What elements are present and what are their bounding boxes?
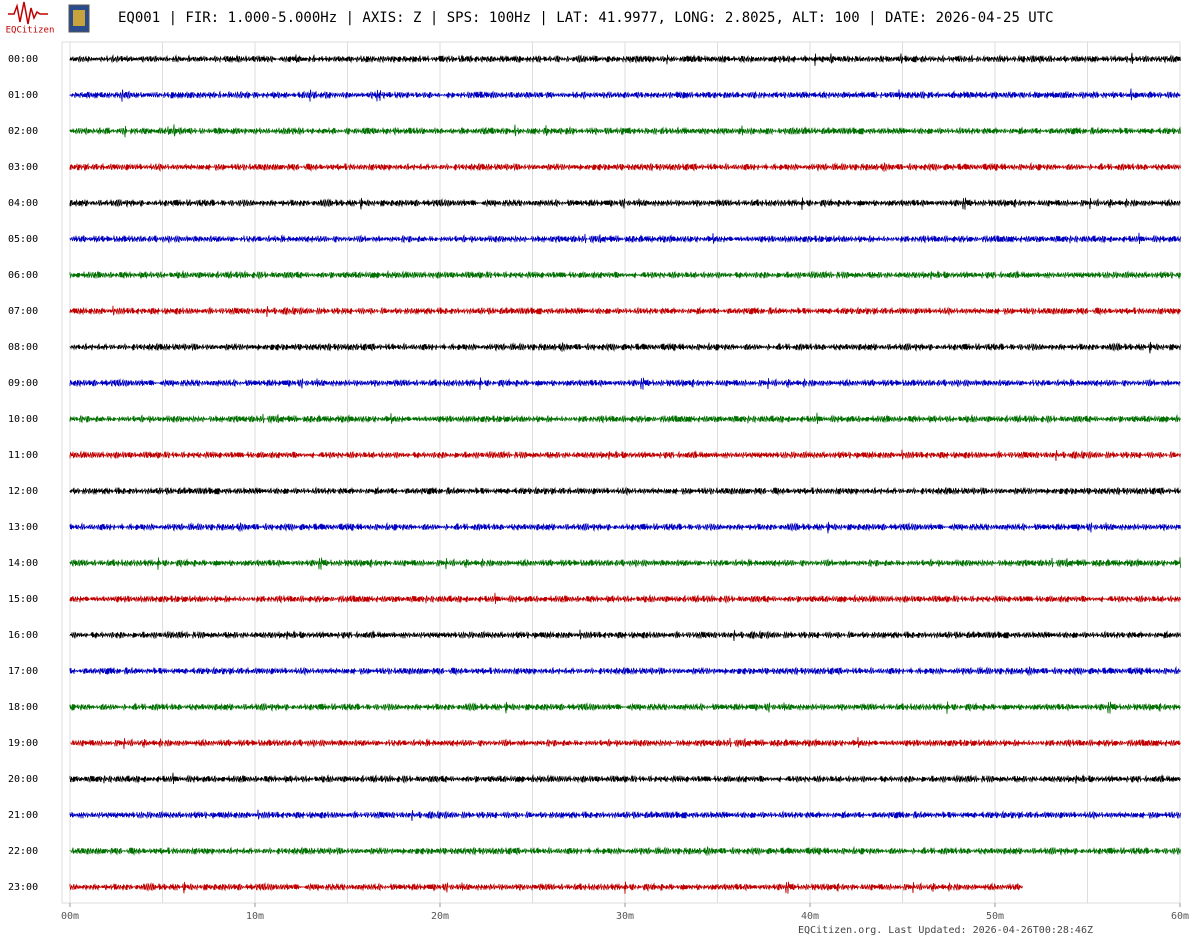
trace: [69, 592, 1181, 605]
trace: [69, 629, 1181, 642]
row-label: 14:00: [8, 558, 38, 569]
footer: EQCitizen.org. Last Updated: 2026-04-26T…: [798, 925, 1093, 936]
plot-frame: [61, 41, 1181, 904]
row-label: 08:00: [8, 342, 38, 353]
x-tick-label: 00m: [61, 911, 79, 922]
row-label: 03:00: [8, 162, 38, 173]
row-label: 18:00: [8, 702, 38, 713]
trace: [69, 521, 1181, 534]
trace: [69, 88, 1181, 102]
trace: [69, 377, 1181, 390]
row-label: 11:00: [8, 450, 38, 461]
trace: [69, 486, 1181, 497]
trace: [69, 341, 1181, 354]
row-label: 16:00: [8, 630, 38, 641]
row-label: 23:00: [8, 882, 38, 893]
trace: [69, 197, 1181, 210]
row-label: 21:00: [8, 810, 38, 821]
trace: [69, 305, 1181, 318]
row-label: 00:00: [8, 54, 38, 65]
x-tick-label: 20m: [431, 911, 449, 922]
row-label: 19:00: [8, 738, 38, 749]
row-label: 04:00: [8, 198, 38, 209]
trace: [69, 161, 1181, 173]
trace: [69, 809, 1181, 822]
row-label: 07:00: [8, 306, 38, 317]
row-label: 12:00: [8, 486, 38, 497]
row-label: 22:00: [8, 846, 38, 857]
row-label: 01:00: [8, 90, 38, 101]
trace: [69, 52, 1181, 66]
trace: [69, 449, 1181, 462]
trace: [69, 232, 1181, 245]
trace: [70, 737, 1181, 750]
device-chip: [73, 10, 85, 26]
x-tick-label: 10m: [246, 911, 264, 922]
row-label: 15:00: [8, 594, 38, 605]
logo-text: EQCitizen: [6, 26, 55, 36]
logo: EQCitizen: [6, 1, 90, 36]
row-label: 10:00: [8, 414, 38, 425]
trace: [69, 269, 1181, 280]
trace: [69, 701, 1181, 714]
row-label: 06:00: [8, 270, 38, 281]
row-label: 20:00: [8, 774, 38, 785]
trace: [69, 665, 1181, 677]
trace: [69, 772, 1181, 785]
row-label: 09:00: [8, 378, 38, 389]
trace: [69, 557, 1181, 570]
row-label: 17:00: [8, 666, 38, 677]
trace: [69, 124, 1181, 138]
trace: [69, 881, 1023, 894]
row-label: 05:00: [8, 234, 38, 245]
row-label: 02:00: [8, 126, 38, 137]
logo-wave: [8, 1, 48, 25]
x-tick-label: 40m: [801, 911, 819, 922]
x-tick-label: 60m: [1171, 911, 1189, 922]
x-tick-label: 50m: [986, 911, 1004, 922]
x-tick-label: 30m: [616, 911, 634, 922]
trace: [69, 845, 1181, 856]
chart-title: EQ001 | FIR: 1.000-5.000Hz | AXIS: Z | S…: [118, 10, 1054, 26]
row-label: 13:00: [8, 522, 38, 533]
trace: [69, 412, 1181, 425]
